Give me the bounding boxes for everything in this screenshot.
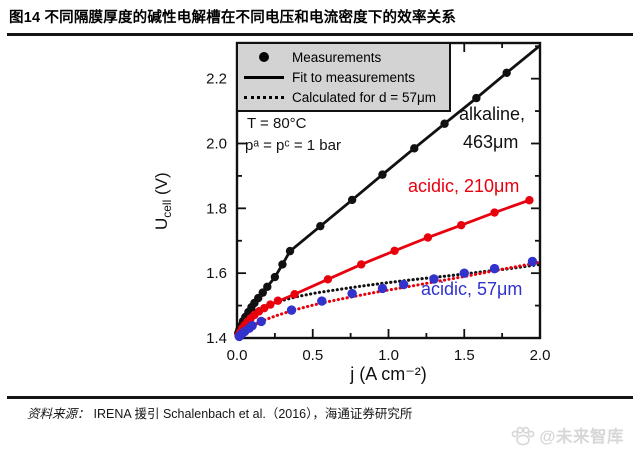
watermark-text: @未来智库 [539, 428, 624, 446]
legend: Measurements Fit to measurements Calcula… [236, 42, 451, 112]
alkaline-463um-measurements-point [410, 144, 419, 153]
y-tick-label: 2.2 [206, 71, 227, 88]
acidic-57um-measurements-point [489, 263, 500, 274]
legend-label: Fit to measurements [292, 69, 416, 85]
label-acidic-210um: acidic, 210μm [408, 176, 520, 196]
legend-item-fit: Fit to measurements [244, 67, 445, 87]
acidic-210um-measurements-point [457, 220, 466, 230]
acidic-210um-measurements-point [323, 275, 333, 284]
solid-line-icon [244, 75, 284, 79]
x-tick-label: 1.5 [454, 347, 475, 364]
legend-item-calculated: Calculated for d = 57μm [244, 87, 445, 107]
acidic-210um-measurements-point [273, 296, 283, 305]
alkaline-463um-measurements-point [316, 221, 325, 231]
x-tick-label: 0.5 [302, 347, 323, 364]
acidic-210um-measurements-point [357, 260, 366, 269]
condition-temperature: T = 80°C [247, 115, 307, 132]
acidic-57um-measurements-point [256, 316, 266, 327]
label-acidic-57um: acidic, 57μm [421, 279, 523, 299]
x-tick-label: 0.0 [227, 347, 248, 364]
acidic-57um-measurements-point [377, 283, 388, 294]
acidic-57um-measurements-point [286, 305, 297, 315]
x-axis-label: j (A cm⁻²) [350, 364, 427, 384]
y-tick-label: 1.4 [206, 330, 227, 347]
measurement-dot-icon [244, 52, 284, 62]
acidic-210um-measurements-point [525, 196, 534, 205]
plot-area: 0.0 0.5 1.0 1.5 2.0 1.4 1.6 1.8 2.0 2.2 [206, 41, 551, 364]
alkaline-463um-measurements-point [472, 93, 481, 103]
paw-icon [512, 426, 535, 445]
acidic-57um-measurements-point [347, 288, 357, 299]
alkaline-463um-measurements-point [378, 170, 387, 179]
source-line: 资料来源： IRENA 援引 Schalenbach et al.（2016），海… [27, 403, 412, 422]
acidic-210um-measurements-point [390, 246, 399, 255]
alkaline-463um-measurements-point [263, 282, 272, 291]
y-tick-label: 1.6 [206, 265, 227, 282]
source-label: 资料来源： [27, 407, 90, 421]
y-tick-label: 1.8 [206, 200, 227, 217]
y-axis-label: Ucell (V) [151, 172, 175, 231]
acidic-210um-measurements-point [290, 290, 299, 299]
legend-label: Measurements [292, 49, 382, 65]
alkaline-463um-measurements-point [347, 195, 357, 205]
acidic-210um-measurements-point [423, 233, 433, 242]
legend-item-measurements: Measurements [244, 47, 445, 67]
dotted-line-icon [244, 95, 284, 99]
acidic-57um-measurements-point [459, 268, 469, 278]
x-tick-label: 2.0 [530, 347, 551, 364]
acidic-57um-measurements-point [429, 274, 439, 284]
alkaline-463um-measurements-point [278, 260, 287, 269]
acidic-57um-measurements-point [247, 320, 257, 331]
y-tick-label: 2.0 [206, 135, 227, 152]
acidic-57um-measurements-point [398, 279, 409, 290]
acidic-210um-measurements-point [266, 300, 275, 309]
acidic-57um-measurements-point [527, 256, 538, 267]
watermark: @未来智库 [510, 423, 624, 447]
alkaline-463um-measurements-point [440, 119, 449, 128]
source-divider [7, 396, 633, 399]
alkaline-463um-measurements-point [285, 246, 295, 256]
label-alkaline-463um-line1: alkaline, [459, 104, 526, 124]
label-alkaline-463um-line2: 463μm [463, 132, 519, 152]
x-tick-label: 1.0 [378, 347, 399, 364]
acidic-210um-measurements-point [260, 303, 269, 313]
alkaline-463um-measurements-point [258, 288, 267, 297]
title-divider [7, 33, 633, 36]
acidic-210um-measurements-point [490, 208, 499, 217]
acidic-57um-measurements-point [317, 296, 327, 306]
legend-label: Calculated for d = 57μm [292, 89, 436, 105]
source-text: IRENA 援引 Schalenbach et al.（2016），海通证券研究… [93, 407, 413, 421]
alkaline-463um-measurements-point [270, 272, 280, 282]
alkaline-463um-measurements-point [502, 68, 511, 78]
figure-title: 图14 不同隔膜厚度的碱性电解槽在不同电压和电流密度下的效率关系 [9, 10, 457, 26]
condition-pressure: pᵃ = pᶜ = 1 bar [245, 137, 341, 154]
acidic-210um-fit [236, 198, 530, 338]
chart-figure: 0.0 0.5 1.0 1.5 2.0 1.4 1.6 1.8 2.0 2.2 Ucell (V)… [130, 38, 600, 394]
